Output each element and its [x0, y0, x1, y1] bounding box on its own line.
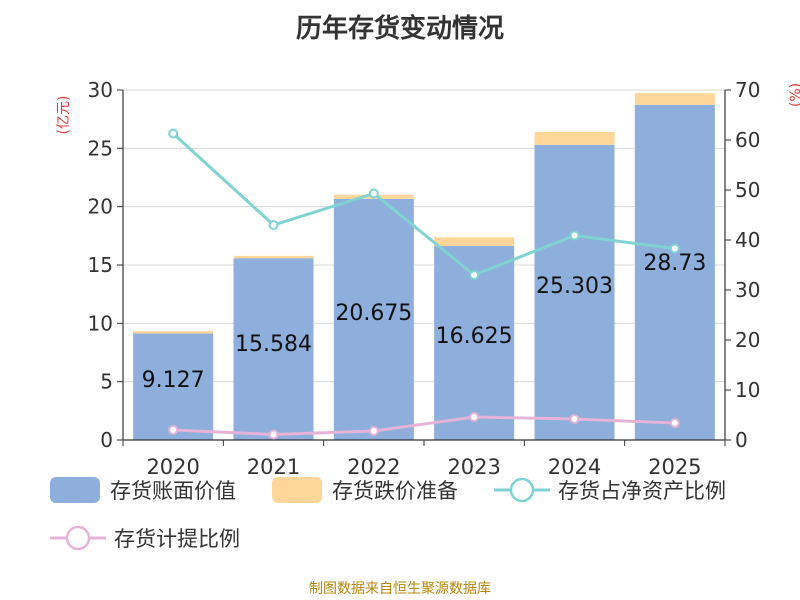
x-tick-label: 2024	[548, 455, 601, 479]
legend-swatch-book-value	[50, 477, 100, 503]
right-axis-unit: (%)	[788, 83, 800, 107]
y-tick-label: 15	[88, 253, 113, 277]
line-point	[569, 230, 580, 241]
y2-tick-label: 10	[735, 378, 760, 402]
data-label: 28.73	[643, 251, 706, 276]
line-point	[669, 243, 680, 254]
data-label: 9.127	[142, 368, 205, 393]
y-tick-label: 10	[88, 311, 113, 335]
y-tick-label: 0	[100, 428, 113, 452]
line-point	[669, 418, 680, 428]
left-axis-unit: (亿元)	[56, 96, 72, 135]
x-tick-label: 2020	[146, 455, 199, 479]
legend-marker	[65, 525, 91, 551]
y2-tick-label: 60	[735, 128, 760, 152]
line-point	[268, 429, 279, 440]
line-point	[168, 425, 179, 435]
x-tick-label: 2022	[347, 455, 400, 479]
bar-reserve	[434, 237, 515, 247]
chart-title: 历年存货变动情况	[295, 14, 504, 44]
y2-tick-label: 50	[735, 178, 760, 202]
legend-label: 存货占净资产比例	[558, 479, 726, 503]
y-tick-label: 5	[100, 370, 113, 394]
y-tick-label: 30	[88, 78, 113, 102]
line-point	[268, 220, 279, 230]
y2-tick-label: 70	[735, 78, 760, 102]
bar-reserve	[133, 331, 214, 334]
y2-tick-label: 0	[735, 428, 748, 452]
source-note: 制图数据来自恒生聚源数据库	[309, 581, 491, 597]
line-point	[569, 414, 580, 424]
line-point	[368, 188, 379, 199]
data-label: 20.675	[335, 301, 412, 326]
legend-label: 存货计提比例	[114, 527, 240, 551]
y-tick-label: 25	[88, 136, 113, 160]
y2-tick-label: 20	[735, 328, 760, 352]
bar-reserve	[233, 255, 314, 259]
y-tick-label: 20	[88, 195, 113, 219]
bar-reserve	[634, 93, 715, 105]
x-tick-label: 2025	[648, 455, 701, 479]
bar-book-value	[534, 144, 615, 440]
y2-tick-label: 30	[735, 278, 760, 302]
legend-swatch-reserve	[272, 477, 322, 503]
legend-label: 存货跌价准备	[332, 479, 458, 503]
y2-tick-label: 40	[735, 228, 760, 252]
line-point	[168, 128, 179, 139]
data-label: 25.303	[536, 274, 613, 299]
bar-book-value	[233, 258, 314, 440]
line-point	[469, 412, 480, 422]
data-label: 15.584	[235, 332, 312, 357]
line-point	[469, 270, 480, 280]
bar-book-value	[634, 104, 715, 441]
legend-marker	[509, 477, 535, 503]
line-provision-ratio	[173, 415, 675, 437]
bar-reserve	[534, 131, 615, 145]
line-point	[368, 426, 379, 436]
line-net-asset-ratio	[172, 132, 676, 277]
data-label: 16.625	[436, 324, 513, 349]
bar-book-value	[133, 333, 214, 440]
legend-label: 存货账面价值	[110, 479, 236, 503]
x-tick-label: 2023	[447, 455, 500, 479]
bar-book-value	[333, 198, 414, 440]
x-tick-label: 2021	[247, 455, 300, 479]
